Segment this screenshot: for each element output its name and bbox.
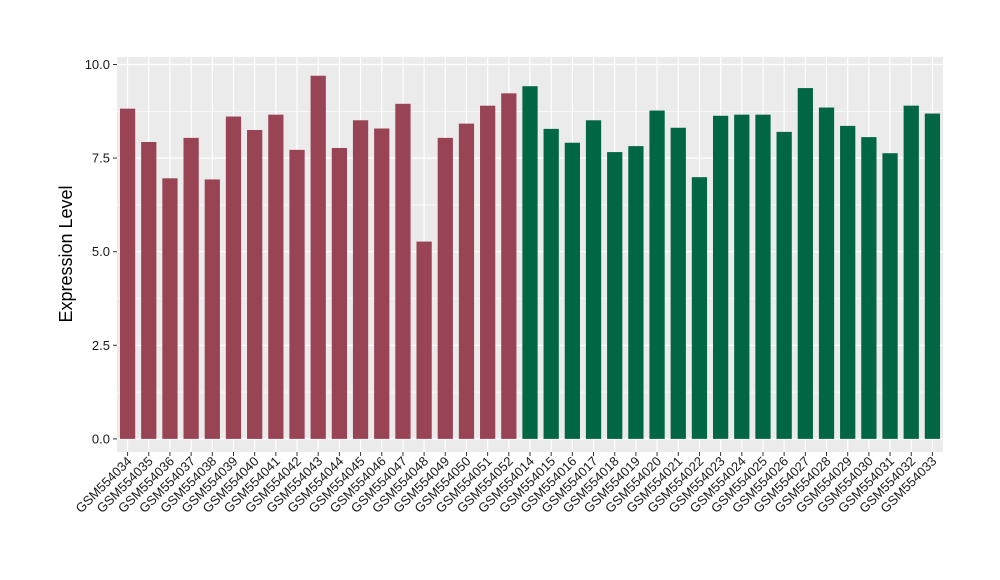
bar-gsm554030 <box>861 137 877 439</box>
bar-gsm554018 <box>607 152 623 439</box>
bar-gsm554039 <box>225 116 242 439</box>
bar-gsm554028 <box>818 107 835 439</box>
bar-gsm554014 <box>522 86 538 439</box>
y-tick-label: 5.0 <box>92 244 110 259</box>
bar-gsm554045 <box>352 120 369 439</box>
bar-gsm554044 <box>331 147 348 439</box>
bar-gsm554048 <box>416 241 432 439</box>
bar-gsm554037 <box>183 137 199 439</box>
y-tick-label: 10.0 <box>85 57 110 72</box>
bar-gsm554020 <box>649 110 665 439</box>
bars <box>119 75 941 439</box>
bar-gsm554022 <box>691 177 708 439</box>
bar-gsm554025 <box>755 114 771 439</box>
bar-gsm554051 <box>480 105 496 439</box>
bar-gsm554032 <box>903 105 919 439</box>
bar-gsm554042 <box>289 149 305 439</box>
bar-gsm554036 <box>162 178 178 439</box>
bar-gsm554035 <box>141 141 157 439</box>
bar-gsm554040 <box>247 130 263 439</box>
bar-gsm554026 <box>776 131 792 439</box>
bar-gsm554043 <box>310 75 326 439</box>
bar-gsm554017 <box>585 120 602 439</box>
bar-gsm554023 <box>712 115 729 439</box>
bar-gsm554016 <box>564 142 580 439</box>
bar-gsm554027 <box>797 88 813 439</box>
bar-gsm554034 <box>119 108 136 439</box>
x-axis: GSM554034GSM554035GSM554036GSM554037GSM5… <box>72 452 940 516</box>
bar-gsm554033 <box>924 113 941 439</box>
bar-gsm554052 <box>501 93 517 439</box>
bar-gsm554029 <box>840 125 856 439</box>
bar-gsm554021 <box>670 127 686 439</box>
bar-gsm554049 <box>437 137 453 439</box>
bar-gsm554046 <box>374 128 390 439</box>
y-axis: 0.0 2.5 5.0 7.5 10.0 <box>85 57 117 446</box>
bar-gsm554015 <box>543 128 559 439</box>
bar-gsm554038 <box>204 179 220 439</box>
bar-gsm554031 <box>882 153 898 439</box>
y-tick-label: 7.5 <box>92 151 110 166</box>
bar-gsm554047 <box>395 103 411 439</box>
bar-gsm554019 <box>628 146 644 439</box>
bar-gsm554041 <box>268 114 284 439</box>
y-axis-title: Expression Level <box>56 185 76 322</box>
bar-gsm554050 <box>458 123 475 439</box>
bar-gsm554024 <box>734 114 750 439</box>
y-tick-label: 2.5 <box>92 338 110 353</box>
y-tick-label: 0.0 <box>92 431 110 446</box>
